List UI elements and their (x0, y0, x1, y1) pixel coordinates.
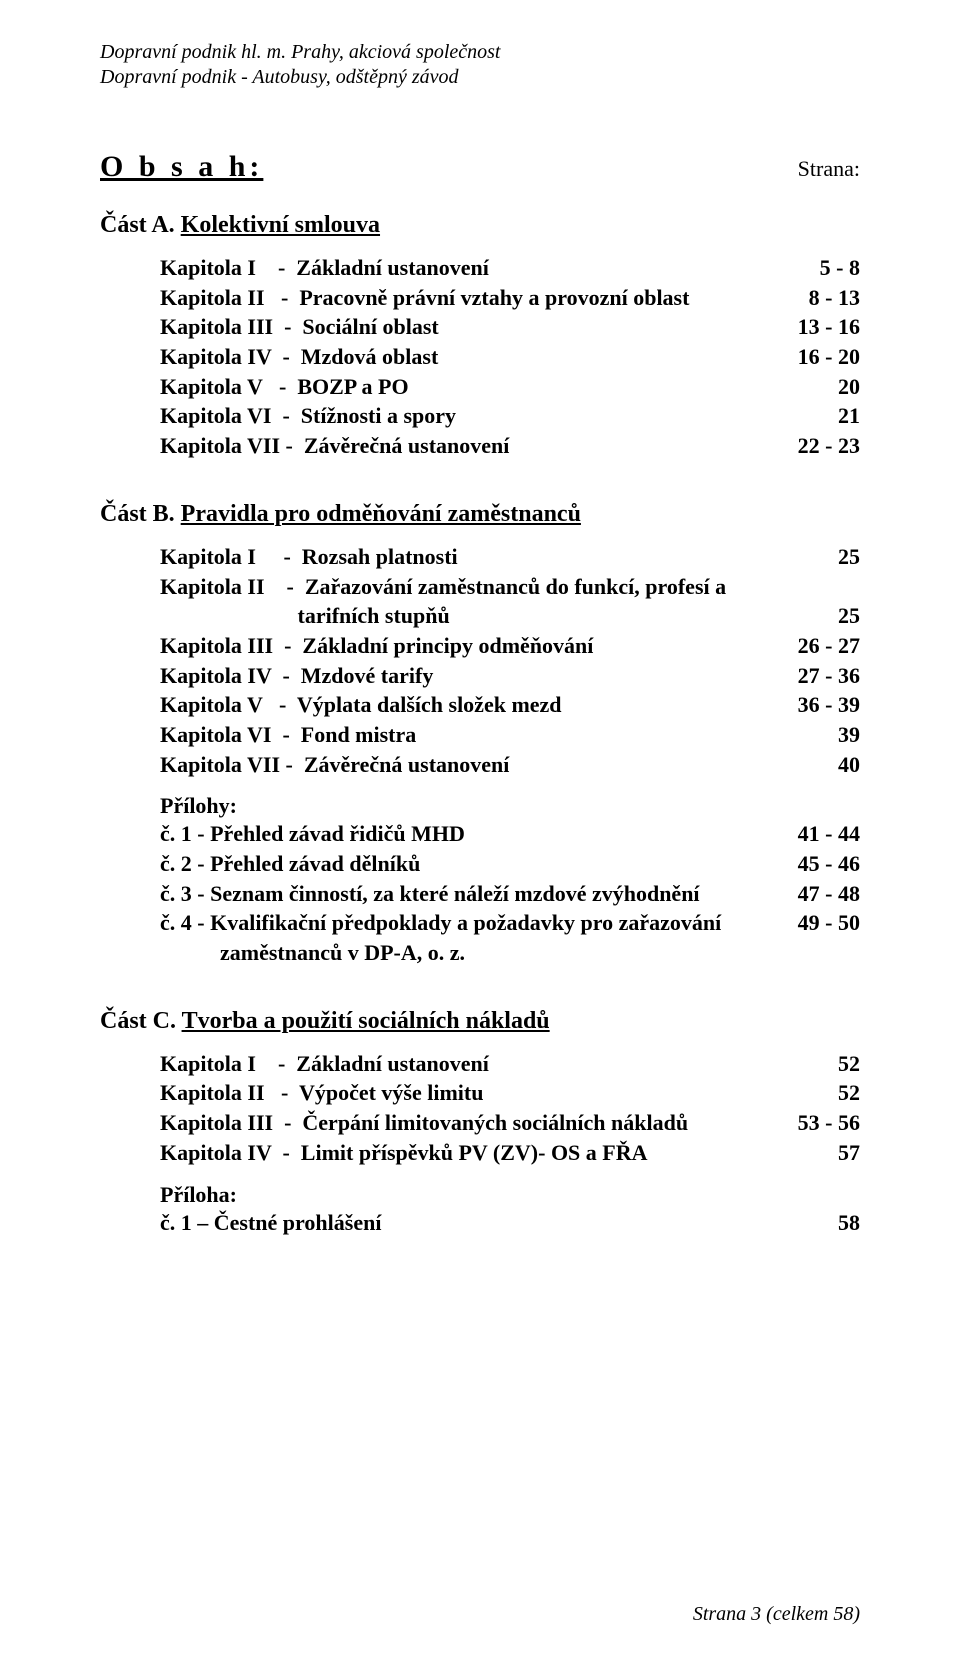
toc-row: Kapitola VII - Závěrečná ustanovení22 - … (100, 431, 860, 461)
toc-page: 53 - 56 (730, 1108, 860, 1138)
toc-row: Kapitola II - Výpočet výše limitu52 (100, 1078, 860, 1108)
part-b-heading: Část B. Pravidla pro odměňování zaměstna… (100, 501, 860, 528)
toc-row: Kapitola V - BOZP a PO20 (100, 372, 860, 402)
attachment-row: č. 2 - Přehled závad dělníků45 - 46 (100, 849, 860, 879)
toc-page: 27 - 36 (730, 661, 860, 691)
toc-page: 20 (730, 372, 860, 402)
toc-page (730, 572, 860, 602)
toc-row: Kapitola III - Čerpání limitovaných soci… (100, 1108, 860, 1138)
attachment-page: 58 (730, 1208, 860, 1238)
attachment-label: č. 2 - Přehled závad dělníků (100, 849, 730, 879)
strana-label: Strana: (798, 156, 860, 182)
part-b-title: Pravidla pro odměňování zaměstnanců (181, 501, 581, 527)
toc-row: Kapitola III - Sociální oblast13 - 16 (100, 312, 860, 342)
header-line-2: Dopravní podnik - Autobusy, odštěpný záv… (100, 65, 860, 90)
toc-row: Kapitola III - Základní principy odměňov… (100, 631, 860, 661)
toc-row: Kapitola II - Zařazování zaměstnanců do … (100, 572, 860, 602)
attachment-page: 47 - 48 (730, 879, 860, 909)
toc-page: 25 (730, 542, 860, 572)
toc-page: 52 (730, 1049, 860, 1079)
toc-row: Kapitola I - Základní ustanovení52 (100, 1049, 860, 1079)
part-c-heading: Část C. Tvorba a použití sociálních nákl… (100, 1008, 860, 1035)
toc-page: 22 - 23 (730, 431, 860, 461)
toc-page: 16 - 20 (730, 342, 860, 372)
toc-page: 39 (730, 720, 860, 750)
toc-page: 21 (730, 401, 860, 431)
toc-label: Kapitola I - Základní ustanovení (100, 1049, 730, 1079)
attachment-label: č. 3 - Seznam činností, za které náleží … (100, 879, 730, 909)
toc-label: Kapitola II - Výpočet výše limitu (100, 1078, 730, 1108)
part-b-prefix: Část B. (100, 501, 181, 527)
toc-label: Kapitola V - Výplata dalších složek mezd (100, 690, 730, 720)
toc-page: 57 (730, 1138, 860, 1168)
toc-row: Kapitola VI - Stížnosti a spory21 (100, 401, 860, 431)
toc-row: Kapitola II - Pracovně právní vztahy a p… (100, 283, 860, 313)
toc-row: Kapitola IV - Mzdová oblast16 - 20 (100, 342, 860, 372)
toc-row: Kapitola I - Základní ustanovení5 - 8 (100, 253, 860, 283)
toc-page: 8 - 13 (730, 283, 860, 313)
part-a-title: Kolektivní smlouva (181, 212, 380, 238)
part-a-prefix: Část A. (100, 212, 181, 238)
attachment-label: č. 1 - Přehled závad řidičů MHD (100, 819, 730, 849)
toc-row: Kapitola VII - Závěrečná ustanovení40 (100, 750, 860, 780)
toc-label: Kapitola II - Pracovně právní vztahy a p… (100, 283, 730, 313)
attachment-page: 45 - 46 (730, 849, 860, 879)
toc-page: 52 (730, 1078, 860, 1108)
part-b-attachments-label: Přílohy: (100, 793, 860, 819)
part-c-prefix: Část C. (100, 1008, 182, 1034)
page-footer: Strana 3 (celkem 58) (693, 1603, 860, 1626)
toc-row: Kapitola V - Výplata dalších složek mezd… (100, 690, 860, 720)
header-line-1: Dopravní podnik hl. m. Prahy, akciová sp… (100, 40, 860, 65)
toc-row: Kapitola VI - Fond mistra39 (100, 720, 860, 750)
attachment-row: č. 3 - Seznam činností, za které náleží … (100, 879, 860, 909)
part-c-title: Tvorba a použití sociálních nákladů (182, 1008, 550, 1034)
toc-label: Kapitola I - Základní ustanovení (100, 253, 730, 283)
toc-label: Kapitola II - Zařazování zaměstnanců do … (100, 572, 730, 602)
part-c-toc: Kapitola I - Základní ustanovení52 Kapit… (100, 1049, 860, 1168)
toc-row: Kapitola IV - Limit příspěvků PV (ZV)- O… (100, 1138, 860, 1168)
toc-page: 36 - 39 (730, 690, 860, 720)
toc-label: Kapitola IV - Mzdové tarify (100, 661, 730, 691)
toc-label: Kapitola III - Základní principy odměňov… (100, 631, 730, 661)
attachment-label: č. 1 – Čestné prohlášení (100, 1208, 730, 1238)
attachment-label: č. 4 - Kvalifikační předpoklady a požada… (100, 908, 730, 938)
toc-label: Kapitola VII - Závěrečná ustanovení (100, 750, 730, 780)
toc-row: Kapitola I - Rozsah platnosti25 (100, 542, 860, 572)
attachment-row: č. 1 – Čestné prohlášení58 (100, 1208, 860, 1238)
toc-page: 26 - 27 (730, 631, 860, 661)
attachment-page: 49 - 50 (730, 908, 860, 938)
toc-label: Kapitola IV - Mzdová oblast (100, 342, 730, 372)
toc-row: Kapitola IV - Mzdové tarify27 - 36 (100, 661, 860, 691)
part-a-heading: Část A. Kolektivní smlouva (100, 212, 860, 239)
toc-page: 40 (730, 750, 860, 780)
part-a-toc: Kapitola I - Základní ustanovení5 - 8 Ka… (100, 253, 860, 461)
page: Dopravní podnik hl. m. Prahy, akciová sp… (0, 0, 960, 1666)
toc-label: Kapitola VI - Fond mistra (100, 720, 730, 750)
toc-page: 5 - 8 (730, 253, 860, 283)
toc-label: Kapitola VII - Závěrečná ustanovení (100, 431, 730, 461)
document-header: Dopravní podnik hl. m. Prahy, akciová sp… (100, 40, 860, 90)
part-b-attachments: č. 1 - Přehled závad řidičů MHD41 - 44 č… (100, 819, 860, 967)
toc-page: 25 (730, 601, 860, 631)
part-c-attachments: č. 1 – Čestné prohlášení58 (100, 1208, 860, 1238)
toc-label: Kapitola I - Rozsah platnosti (100, 542, 730, 572)
attachment-page: 41 - 44 (730, 819, 860, 849)
contents-heading-row: O b s a h: Strana: (100, 150, 860, 184)
toc-label: Kapitola III - Sociální oblast (100, 312, 730, 342)
attachment-row: č. 1 - Přehled závad řidičů MHD41 - 44 (100, 819, 860, 849)
contents-title: O b s a h: (100, 150, 263, 184)
toc-label: Kapitola VI - Stížnosti a spory (100, 401, 730, 431)
toc-page: 13 - 16 (730, 312, 860, 342)
part-b-toc: Kapitola I - Rozsah platnosti25 Kapitola… (100, 542, 860, 780)
attachment-row: č. 4 - Kvalifikační předpoklady a požada… (100, 908, 860, 938)
toc-label: Kapitola V - BOZP a PO (100, 372, 730, 402)
attachment-continuation: zaměstnanců v DP-A, o. z. (100, 938, 860, 968)
toc-label: Kapitola IV - Limit příspěvků PV (ZV)- O… (100, 1138, 730, 1168)
toc-row: tarifních stupňů25 (100, 601, 860, 631)
part-c-attachments-label: Příloha: (100, 1182, 860, 1208)
toc-label: Kapitola III - Čerpání limitovaných soci… (100, 1108, 730, 1138)
toc-label: tarifních stupňů (100, 601, 730, 631)
